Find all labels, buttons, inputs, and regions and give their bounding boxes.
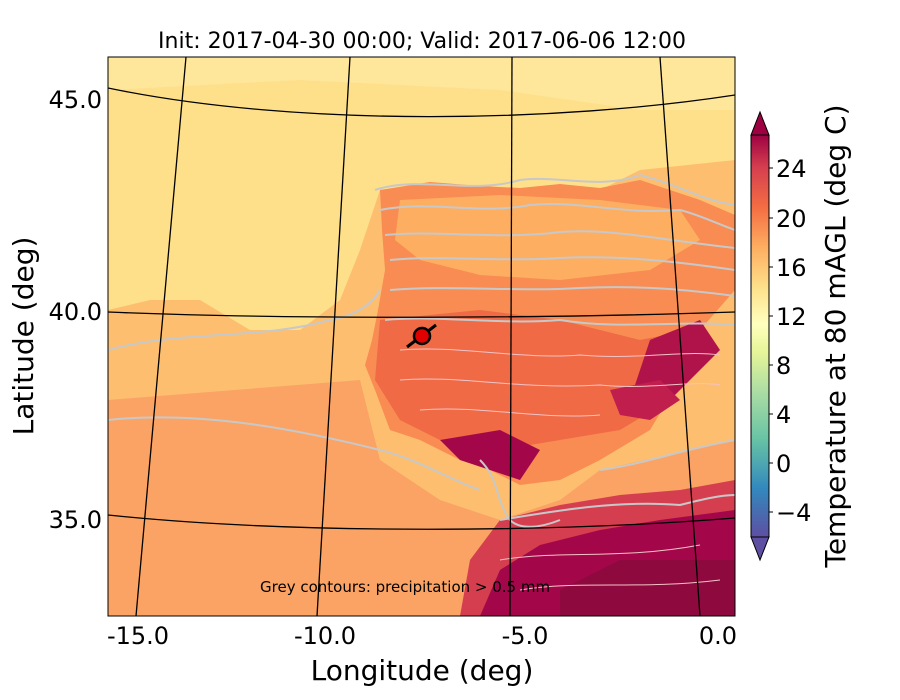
colorbar-tick: 20 xyxy=(776,205,807,233)
x-tick-label: -15.0 xyxy=(107,622,169,650)
x-tick-label: 0.0 xyxy=(699,622,737,650)
colorbar-tick: 0 xyxy=(776,450,791,478)
colorbar-tick: 4 xyxy=(776,401,791,429)
x-tick-label: -5.0 xyxy=(502,622,549,650)
x-axis: -15.0 -10.0 -5.0 0.0 Longitude (deg) xyxy=(107,622,737,687)
x-axis-label: Longitude (deg) xyxy=(311,654,534,687)
x-tick-label: -10.0 xyxy=(294,622,356,650)
y-axis-label: Latitude (deg) xyxy=(7,237,40,436)
precipitation-annotation: Grey contours: precipitation > 0.5 mm xyxy=(260,578,550,596)
colorbar-tick: 12 xyxy=(776,303,807,331)
colorbar-tick: −4 xyxy=(776,499,811,527)
colorbar: 24 20 16 12 8 4 0 −4 Temperature at 80 m… xyxy=(750,104,852,569)
colorbar-tick: 24 xyxy=(776,155,807,183)
colorbar-label: Temperature at 80 mAGL (deg C) xyxy=(819,104,852,568)
y-tick-label: 35.0 xyxy=(49,506,102,534)
colorbar-tick: 16 xyxy=(776,254,807,282)
y-tick-label: 45.0 xyxy=(49,86,102,114)
figure-title: Init: 2017-04-30 00:00; Valid: 2017-06-0… xyxy=(158,29,686,54)
y-tick-label: 40.0 xyxy=(49,298,102,326)
colorbar-tick: 8 xyxy=(776,352,791,380)
temperature-field: Grey contours: precipitation > 0.5 mm xyxy=(108,57,735,616)
location-marker xyxy=(406,323,437,349)
map-frame xyxy=(107,56,736,617)
y-axis: 45.0 40.0 35.0 Latitude (deg) xyxy=(7,86,102,534)
